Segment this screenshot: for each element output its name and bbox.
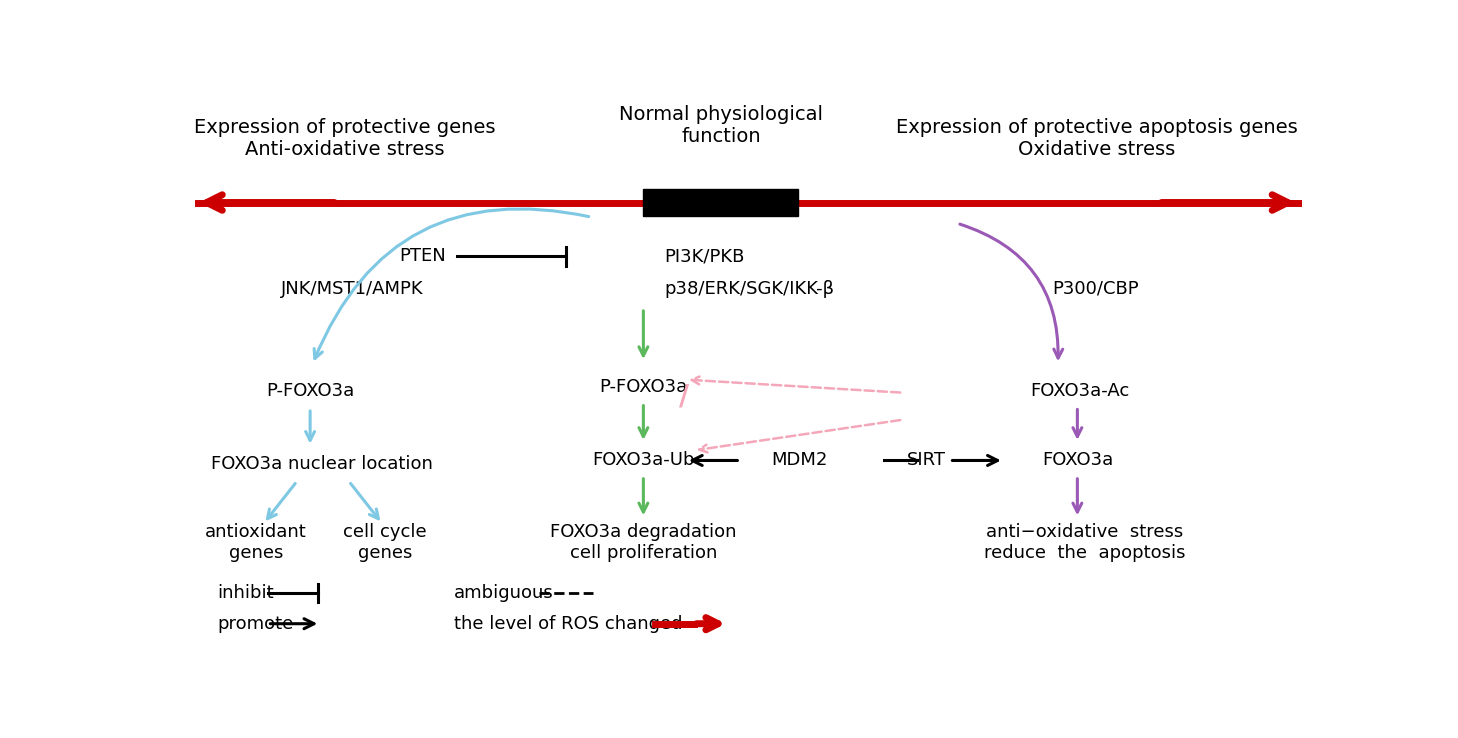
Text: p38/ERK/SGK/IKK-β: p38/ERK/SGK/IKK-β bbox=[665, 280, 834, 297]
Text: MDM2: MDM2 bbox=[771, 452, 828, 469]
Text: inhibit: inhibit bbox=[217, 584, 274, 602]
Bar bbox=[643, 189, 799, 216]
Text: P-FOXO3a: P-FOXO3a bbox=[599, 379, 688, 396]
Text: FOXO3a-Ub: FOXO3a-Ub bbox=[592, 452, 694, 469]
Text: P300/CBP: P300/CBP bbox=[1051, 280, 1139, 297]
Text: cell cycle
genes: cell cycle genes bbox=[344, 523, 427, 562]
Text: P-FOXO3a: P-FOXO3a bbox=[265, 382, 354, 400]
Text: PI3K/PKB: PI3K/PKB bbox=[665, 247, 745, 266]
Text: anti−oxidative  stress
reduce  the  apoptosis: anti−oxidative stress reduce the apoptos… bbox=[984, 523, 1185, 562]
Text: FOXO3a degradation
cell proliferation: FOXO3a degradation cell proliferation bbox=[550, 523, 736, 562]
Text: antioxidant
genes: antioxidant genes bbox=[206, 523, 306, 562]
Text: FOXO3a: FOXO3a bbox=[1042, 452, 1112, 469]
Text: Normal physiological
function: Normal physiological function bbox=[618, 106, 822, 147]
Text: Expression of protective genes
Anti-oxidative stress: Expression of protective genes Anti-oxid… bbox=[194, 118, 496, 159]
Text: /: / bbox=[679, 382, 690, 410]
Text: JNK/MST1/AMPK: JNK/MST1/AMPK bbox=[281, 280, 424, 297]
Text: FOXO3a-Ac: FOXO3a-Ac bbox=[1029, 382, 1130, 400]
Text: ambiguous: ambiguous bbox=[453, 584, 553, 602]
Text: FOXO3a nuclear location: FOXO3a nuclear location bbox=[211, 455, 433, 473]
Text: SIRT: SIRT bbox=[907, 452, 946, 469]
Text: the level of ROS changed: the level of ROS changed bbox=[453, 615, 682, 632]
Text: promote: promote bbox=[217, 615, 293, 632]
Text: PTEN: PTEN bbox=[399, 247, 446, 266]
Text: Expression of protective apoptosis genes
Oxidative stress: Expression of protective apoptosis genes… bbox=[895, 118, 1298, 159]
